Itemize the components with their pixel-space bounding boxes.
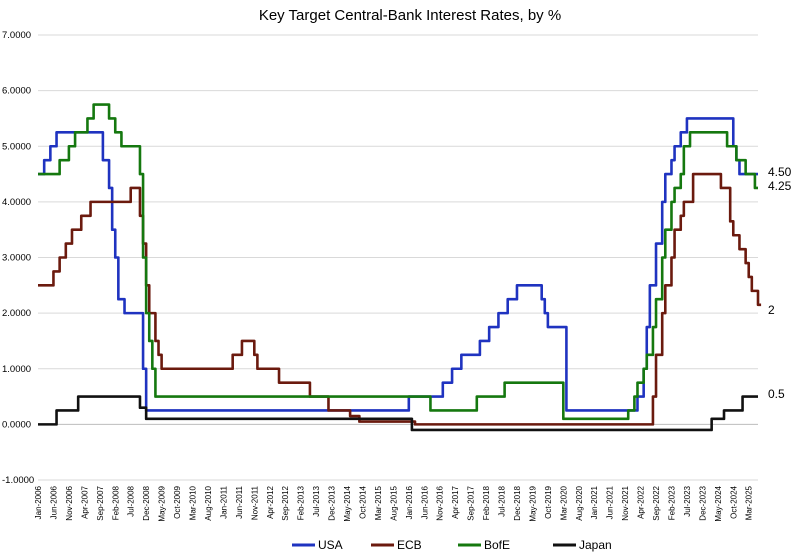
x-tick-label: May-2024 [714, 485, 723, 521]
x-tick-label: Aug-2010 [204, 485, 213, 520]
x-tick-label: Sep-2017 [467, 485, 476, 520]
legend-label-japan: Japan [579, 538, 612, 552]
x-tick-label: Jun-2011 [235, 485, 244, 518]
x-tick-label: Feb-2013 [297, 485, 306, 520]
x-tick-label: Apr-2007 [80, 485, 89, 518]
end-label-japan: 0.5 [768, 387, 785, 401]
y-tick-label: 4.0000 [2, 197, 31, 208]
y-tick-label: 0.0000 [2, 419, 31, 430]
x-tick-label: Jun-2006 [49, 485, 58, 519]
x-tick-label: Mar-2020 [559, 485, 568, 520]
x-tick-label: Aug-2020 [575, 485, 584, 520]
x-tick-label: Aug-2015 [389, 485, 398, 520]
end-label-usa: 4.50 [768, 165, 792, 179]
x-tick-label: Jul-2018 [498, 485, 507, 516]
chart-title: Key Target Central-Bank Interest Rates, … [259, 7, 561, 24]
x-tick-label: Jan-2006 [34, 485, 43, 519]
x-tick-label: Jan-2011 [219, 485, 228, 518]
x-tick-label: Sep-2007 [96, 485, 105, 520]
x-tick-label: Mar-2010 [189, 485, 198, 520]
x-tick-label: Sep-2012 [281, 485, 290, 520]
legend-label-usa: USA [318, 538, 343, 552]
x-tick-label: Apr-2017 [451, 485, 460, 518]
x-tick-label: Jul-2023 [683, 485, 692, 516]
x-tick-label: Jun-2021 [606, 485, 615, 519]
x-tick-label: Apr-2022 [637, 485, 646, 518]
x-tick-label: Feb-2008 [111, 485, 120, 520]
x-tick-label: Oct-2019 [544, 485, 553, 518]
x-tick-label: Dec-2013 [328, 485, 337, 520]
end-labels: 4.50 2 4.25 0.5 [768, 165, 792, 401]
y-tick-label: 6.0000 [2, 86, 31, 97]
x-tick-label: Sep-2022 [652, 485, 661, 520]
x-tick-label: Dec-2008 [142, 485, 151, 520]
x-tick-label: Apr-2012 [266, 485, 275, 518]
x-tick-label: Nov-2006 [65, 485, 74, 520]
x-tick-label: Jul-2013 [312, 485, 321, 516]
x-tick-label: Nov-2016 [436, 485, 445, 520]
x-tick-label: May-2014 [343, 485, 352, 521]
x-tick-label: Oct-2014 [358, 485, 367, 518]
x-tick-label: Dec-2023 [698, 485, 707, 520]
end-label-bofe: 4.25 [768, 179, 792, 193]
x-tick-label: May-2009 [158, 485, 167, 521]
x-tick-label: Mar-2015 [374, 485, 383, 520]
legend-label-ecb: ECB [397, 538, 422, 552]
x-tick-label: Oct-2009 [173, 485, 182, 518]
y-tick-label: 3.0000 [2, 253, 31, 264]
end-label-ecb: 2 [768, 303, 775, 317]
x-tick-label: Jan-2021 [590, 485, 599, 519]
x-tick-label: Nov-2011 [250, 485, 259, 520]
y-tick-label: -1.0000 [2, 475, 34, 486]
x-tick-label: Jul-2008 [127, 485, 136, 516]
y-tick-label: 7.0000 [2, 30, 31, 41]
x-tick-label: Feb-2023 [667, 485, 676, 520]
legend-label-bofe: BofE [484, 538, 510, 552]
y-tick-label: 5.0000 [2, 141, 31, 152]
x-tick-label: Nov-2021 [621, 485, 630, 520]
x-tick-label: Jun-2016 [420, 485, 429, 519]
x-tick-label: May-2019 [528, 485, 537, 521]
y-axis-ticks: -1.0000 0.0000 1.0000 2.0000 3.0000 4.0000 5.0… [2, 30, 34, 486]
series-lines [38, 105, 761, 430]
x-tick-label: Dec-2018 [513, 485, 522, 520]
y-tick-label: 2.0000 [2, 308, 31, 319]
x-tick-label: Mar-2025 [745, 485, 754, 520]
x-tick-label: Feb-2018 [482, 485, 491, 520]
x-tick-label: Oct-2024 [729, 485, 738, 518]
legend: USA ECB BofE Japan [292, 538, 612, 552]
x-axis-ticks: Jan-2006 Jun-2006 Nov-2006 Apr-2007 Sep-2007… [34, 485, 754, 521]
x-tick-label: Jan-2016 [405, 485, 414, 519]
y-tick-label: 1.0000 [2, 364, 31, 375]
